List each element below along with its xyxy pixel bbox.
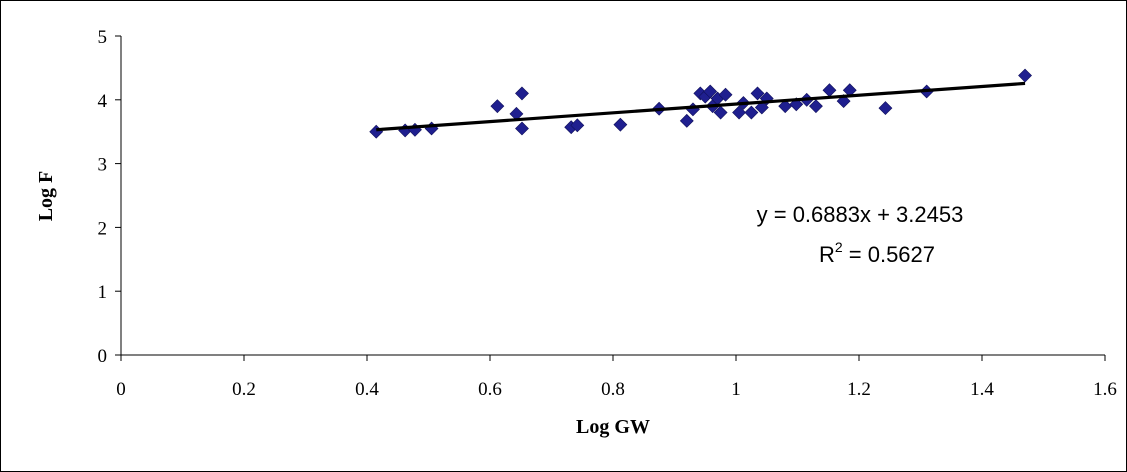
axes: 0 0.2 0.4 0.6 0.8 1 1.2 1.4 1.6 0 1 2 3 4 5 (98, 27, 1117, 400)
data-points (369, 68, 1032, 139)
data-point (515, 86, 529, 101)
data-point (822, 83, 837, 98)
data-point (778, 99, 793, 114)
data-point (809, 99, 823, 114)
x-tick-label: 1.2 (847, 379, 871, 400)
x-tick-label: 1.4 (970, 379, 994, 400)
y-tick-label: 0 (98, 346, 108, 367)
data-point (686, 102, 700, 117)
x-tick-label: 1 (731, 379, 741, 400)
trendline-equation: y = 0.6883x + 3.2453 (757, 202, 964, 227)
data-point (750, 86, 765, 101)
data-point (1018, 68, 1032, 83)
y-tick-label: 3 (98, 155, 108, 176)
y-axis-title: Log F (35, 171, 57, 222)
data-point (713, 105, 728, 120)
x-axis-title: Log GW (576, 416, 650, 438)
r-squared-label: R2 = 0.5627 (819, 239, 935, 267)
r-squared-superscript: 2 (835, 239, 843, 255)
data-point (515, 121, 529, 136)
x-tick-label: 0.8 (601, 379, 625, 400)
r-squared-prefix: R (819, 242, 835, 267)
data-point (369, 124, 384, 139)
x-tick-label: 0.4 (355, 379, 379, 400)
trendline-group (376, 81, 1026, 132)
x-tick-label: 1.6 (1093, 379, 1117, 400)
data-point (878, 101, 893, 116)
data-point (613, 117, 628, 132)
data-point (703, 84, 718, 99)
data-point (718, 87, 733, 102)
y-tick-label: 4 (98, 91, 108, 112)
y-tick-label: 5 (98, 27, 108, 48)
data-point (679, 113, 694, 128)
data-point (732, 105, 746, 120)
x-tick-label: 0 (116, 379, 126, 400)
x-tick-label: 0.6 (478, 379, 502, 400)
x-tick-label: 0.2 (232, 379, 256, 400)
y-tick-label: 1 (98, 282, 108, 303)
data-point (754, 100, 769, 115)
data-point (490, 99, 505, 114)
r-squared-value: = 0.5627 (843, 242, 935, 267)
y-tick-label: 2 (98, 218, 108, 239)
data-point (744, 105, 759, 120)
trendline (376, 81, 1026, 132)
data-point (570, 118, 585, 133)
